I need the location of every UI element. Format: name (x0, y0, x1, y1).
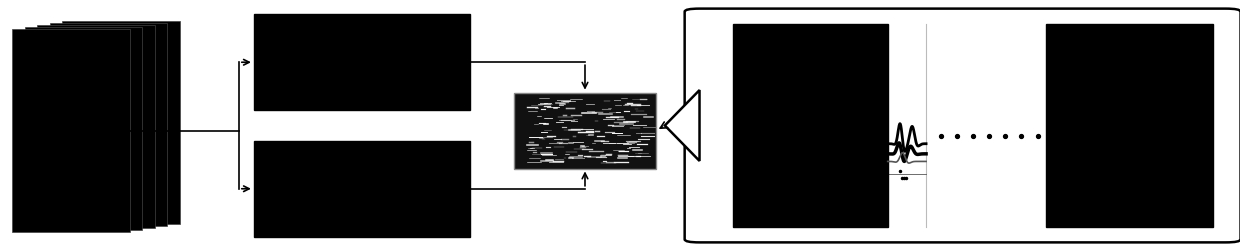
FancyBboxPatch shape (684, 10, 1240, 242)
Bar (50, 24, 167, 226)
Bar (1047, 25, 1213, 227)
Bar (12, 30, 130, 232)
Bar (25, 28, 143, 230)
Bar (37, 26, 155, 228)
Bar (254, 141, 470, 237)
Bar (513, 93, 656, 169)
Bar (733, 25, 888, 227)
Polygon shape (665, 91, 699, 161)
Bar (62, 22, 180, 224)
Bar (254, 15, 470, 111)
